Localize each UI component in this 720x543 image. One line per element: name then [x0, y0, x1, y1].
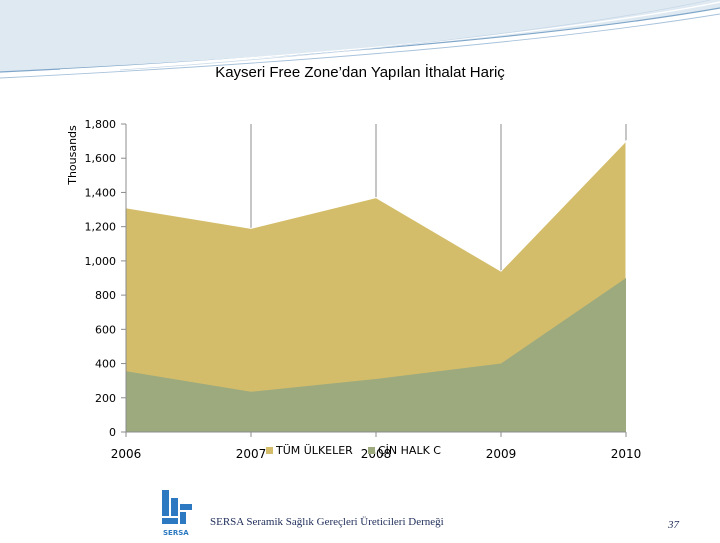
y-tick-label: 600 [95, 323, 116, 336]
legend-label: ÇİN HALK C [378, 444, 441, 457]
y-tick-label: 0 [109, 426, 116, 439]
sersa-logo: SERSA [160, 490, 194, 538]
slide-header-decoration [0, 0, 720, 79]
label-layer: 0 200 400 600 800 1,000 1,200 1,400 1,600 1,800 20… [66, 118, 641, 461]
logo-text: SERSA [163, 529, 189, 537]
x-tick-label: 2009 [486, 447, 517, 461]
x-tick-label: 2006 [111, 447, 142, 461]
y-tick-label: 1,400 [85, 186, 117, 199]
y-tick-label: 1,800 [85, 118, 117, 131]
area-layer [125, 139, 627, 433]
organization-name: SERSA Seramik Sağlık Gereçleri Üreticile… [210, 516, 444, 528]
y-tick-label: 800 [95, 289, 116, 302]
y-tick-label: 1,600 [85, 152, 117, 165]
header-band [0, 0, 720, 72]
header-swoosh-line [0, 13, 720, 79]
y-tick-label: 1,200 [85, 221, 117, 234]
chart-title: Kayseri Free Zone’dan Yapılan İthalat Ha… [215, 64, 505, 81]
legend-swatch [368, 447, 375, 454]
y-tick-label: 400 [95, 358, 116, 371]
page-number: 37 [668, 519, 679, 531]
x-tick-label: 2010 [611, 447, 642, 461]
legend-layer: TÜM ÜLKELER ÇİN HALK C [266, 444, 441, 457]
y-axis-title: Thousands [66, 125, 79, 186]
legend-swatch [266, 447, 273, 454]
x-tick-label: 2007 [236, 447, 267, 461]
area-series-2 [126, 278, 626, 432]
header-swoosh-line [0, 7, 720, 73]
axis-layer [121, 123, 627, 437]
y-tick-label: 1,000 [85, 255, 117, 268]
y-tick-label: 200 [95, 392, 116, 405]
legend-label: TÜM ÜLKELER [275, 444, 353, 457]
header-swoosh-line [119, 0, 711, 71]
